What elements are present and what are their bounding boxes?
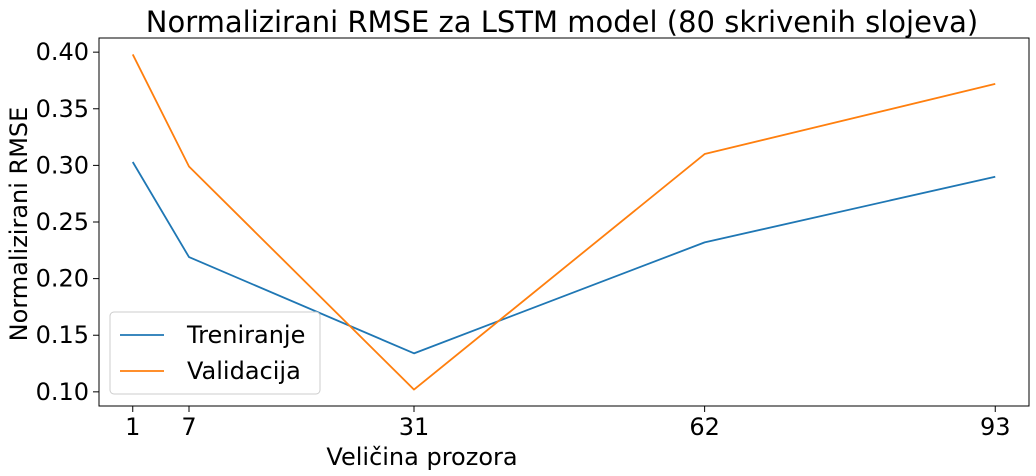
x-tick-label: 31 (399, 413, 430, 441)
y-tick-label: 0.10 (36, 378, 89, 406)
legend-entry: Validacija (187, 357, 301, 385)
y-tick-label: 0.15 (36, 321, 89, 349)
legend-box (109, 311, 321, 395)
y-tick-label: 0.40 (36, 38, 89, 66)
legend-entry: Treniranje (186, 321, 305, 349)
x-tick-label: 7 (181, 413, 196, 441)
y-tick-label: 0.25 (36, 208, 89, 236)
x-tick-label: 93 (980, 413, 1011, 441)
series-line-treniranje (131, 161, 996, 355)
y-tick-label: 0.20 (36, 265, 89, 293)
y-axis-label: Normalizirani RMSE (5, 107, 33, 342)
x-tick-label: 62 (689, 413, 720, 441)
series-line-validacija (131, 54, 996, 391)
x-tick-label: 1 (125, 413, 140, 441)
y-tick-label: 0.30 (36, 151, 89, 179)
x-axis-label: Veličina prozora (326, 443, 517, 471)
plot-area: 1 7 31 62 93 0.10 0.15 0.20 0.25 0.30 0.35 0.40 Tren… (36, 37, 1030, 441)
y-tick-label: 0.35 (36, 95, 89, 123)
chart-title: Normalizirani RMSE za LSTM model (80 skr… (146, 5, 978, 39)
